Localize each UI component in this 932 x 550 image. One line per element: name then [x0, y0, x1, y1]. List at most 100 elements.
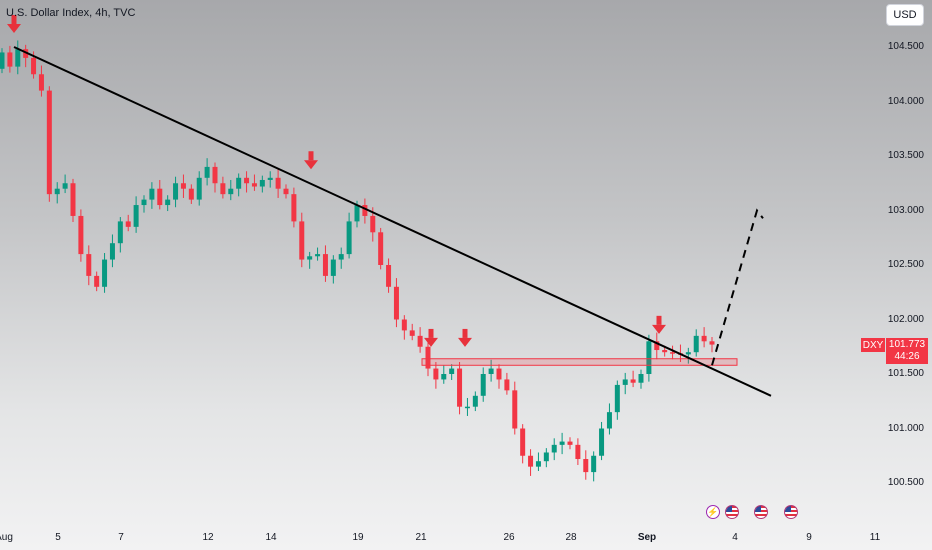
candle — [86, 254, 92, 276]
candle — [488, 368, 494, 374]
us-flag-icon[interactable] — [725, 505, 739, 519]
marker-arrow-head — [458, 337, 472, 347]
candle — [259, 179, 265, 187]
candle — [322, 254, 328, 276]
price-tick-label: 103.500 — [887, 150, 924, 161]
last-price: 101.773 — [888, 339, 926, 350]
trendline — [13, 46, 772, 397]
candle — [638, 374, 644, 383]
time-tick-label: 7 — [118, 532, 124, 543]
candle — [662, 350, 668, 353]
candle — [291, 194, 297, 222]
candle — [441, 374, 447, 380]
candle — [141, 199, 147, 206]
candle — [117, 221, 123, 244]
candle — [299, 221, 305, 260]
candle — [228, 188, 234, 195]
lightning-icon[interactable]: ⚡ — [706, 505, 720, 519]
candle — [425, 346, 431, 369]
candle — [535, 461, 541, 467]
time-tick-label: 5 — [55, 532, 61, 543]
candle — [109, 243, 115, 260]
candle — [504, 379, 510, 391]
candle — [449, 368, 455, 374]
candle — [378, 232, 384, 265]
candle — [480, 374, 486, 396]
candle — [433, 368, 439, 380]
marker-arrow-stem — [656, 315, 662, 325]
candle — [386, 265, 392, 287]
candle — [543, 452, 549, 462]
candle — [559, 441, 565, 445]
price-tick-label: 103.000 — [887, 204, 924, 216]
candle — [606, 412, 612, 429]
last-price-tag: 101.773 44:26 — [886, 338, 928, 364]
candle — [464, 406, 470, 409]
candle — [212, 166, 218, 184]
candle — [0, 52, 5, 69]
marker-arrow-head — [652, 324, 666, 334]
currency-button[interactable]: USD — [886, 4, 924, 26]
time-tick-label: 14 — [265, 532, 277, 543]
candle — [7, 52, 13, 67]
candle — [220, 183, 226, 195]
us-flag-icon[interactable] — [754, 505, 768, 519]
candle — [709, 341, 715, 345]
time-tick-label: 21 — [415, 532, 427, 543]
candle — [54, 188, 60, 195]
price-tick-label: 101.000 — [887, 422, 924, 434]
marker-arrow-stem — [11, 15, 17, 24]
candle — [94, 275, 100, 287]
candle — [196, 177, 202, 200]
us-flag-icon[interactable] — [784, 505, 798, 519]
candle — [622, 379, 628, 385]
price-tick-label: 104.500 — [887, 41, 924, 52]
candle — [173, 183, 179, 200]
candle — [528, 455, 534, 467]
candle — [46, 90, 52, 195]
marker-arrow-stem — [308, 151, 314, 161]
time-tick-label: 19 — [352, 532, 364, 543]
time-tick-label: 11 — [869, 532, 881, 543]
candle — [646, 341, 652, 374]
candle — [157, 188, 163, 206]
candle — [693, 335, 699, 353]
candle — [583, 459, 589, 473]
candle — [78, 215, 84, 255]
candle — [149, 188, 155, 200]
support-zone — [421, 358, 738, 366]
candle — [251, 183, 257, 187]
candle — [165, 199, 171, 206]
chart-title: U.S. Dollar Index, 4h, TVC — [6, 7, 136, 19]
candle — [204, 166, 210, 178]
time-tick-label: Aug — [0, 532, 13, 543]
candle — [496, 368, 502, 380]
candle — [670, 352, 676, 354]
candle — [417, 335, 423, 347]
candle — [457, 368, 463, 407]
candle — [346, 221, 352, 255]
candle — [567, 441, 573, 445]
candle — [591, 455, 597, 473]
time-tick-label: 4 — [732, 532, 738, 543]
candle — [133, 205, 139, 227]
candle — [236, 177, 242, 189]
candle — [23, 49, 29, 58]
candle — [409, 330, 415, 336]
candle — [62, 183, 68, 189]
symbol-tag: DXY — [861, 338, 885, 352]
marker-arrow-head — [304, 160, 318, 170]
candle — [338, 254, 344, 260]
candle — [125, 221, 131, 227]
candle — [267, 177, 273, 180]
candle — [393, 286, 399, 320]
marker-arrow-stem — [462, 328, 468, 338]
candle — [102, 259, 108, 287]
time-tick-label: 28 — [565, 532, 577, 543]
time-tick-label: 9 — [806, 532, 812, 543]
candle — [275, 177, 281, 189]
price-tick-label: 102.000 — [887, 313, 924, 325]
candle — [70, 183, 76, 216]
